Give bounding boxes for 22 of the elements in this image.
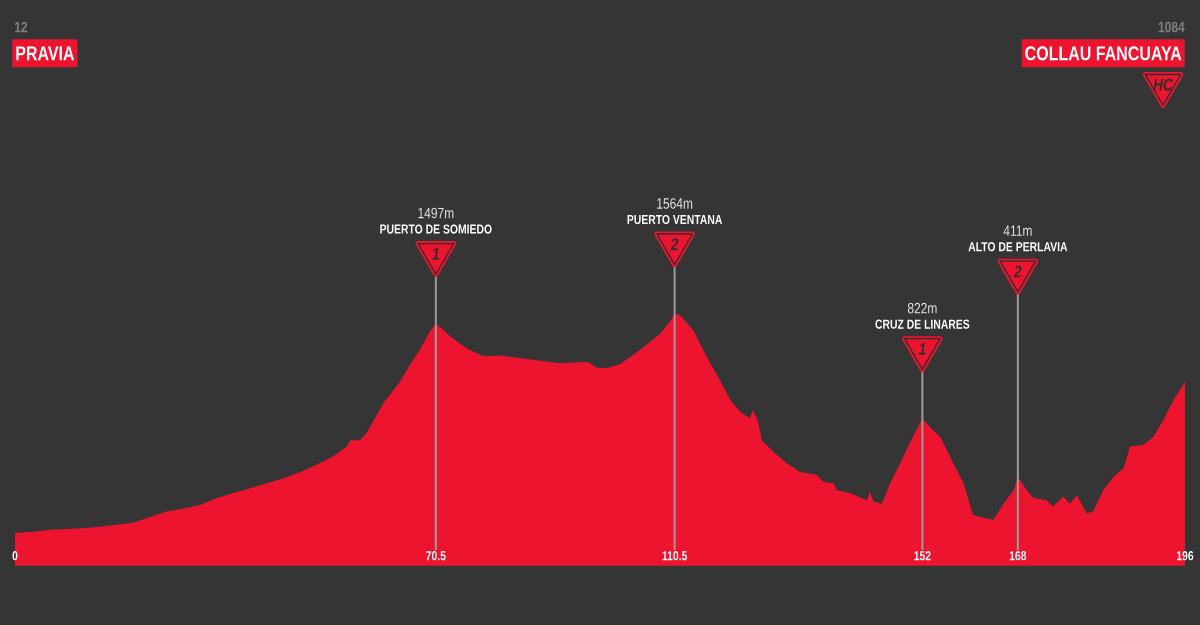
text: ALTO DE PERLAVIA — [968, 242, 1068, 252]
text: PUERTO DE SOMIEDO — [380, 224, 492, 234]
text: COLLAU FANCUAYA — [1025, 46, 1182, 61]
text: 2 — [1013, 265, 1022, 278]
text: PUERTO VENTANA — [627, 214, 723, 225]
x-tick-label: 168 — [1009, 551, 1027, 561]
text: 822m — [907, 302, 937, 314]
annotation: CRUZ DE LINARES — [875, 319, 970, 329]
x-tick-label: 70.5 — [426, 551, 446, 561]
text: 1084 — [1158, 21, 1185, 33]
x-tick-label: 110.5 — [662, 551, 688, 561]
text: 2 — [670, 238, 679, 251]
annotation: 1 — [918, 343, 926, 355]
text: 1 — [432, 247, 439, 260]
text: 12 — [15, 21, 28, 33]
text: 1564m — [657, 198, 693, 209]
x-tick-label: 0 — [12, 551, 18, 561]
text: HC — [1153, 78, 1173, 91]
text: 1497m — [418, 207, 454, 219]
text: 411m — [1003, 225, 1032, 236]
x-tick-label: 152 — [914, 551, 931, 561]
text: PRAVIA — [16, 46, 75, 61]
